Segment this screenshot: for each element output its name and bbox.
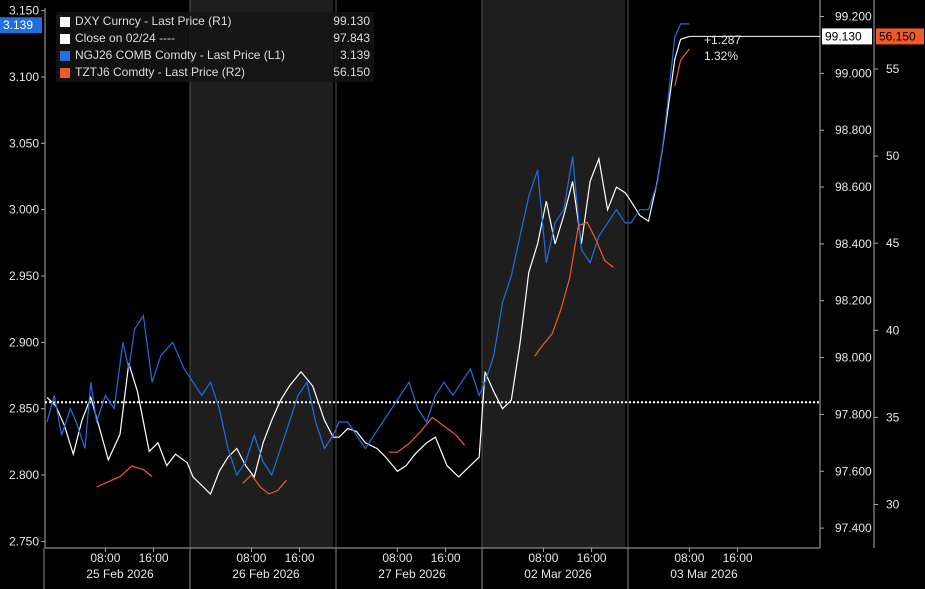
right1-axis-tick-label: 98.400 [835, 237, 872, 251]
x-axis-tick-label: 16:00 [139, 551, 169, 565]
dxy-last-badge: 99.130 [825, 29, 862, 43]
left-axis-tick-label: 2.850 [9, 402, 39, 416]
x-axis-tick-label: 08:00 [528, 551, 558, 565]
x-axis-tick-label: 16:00 [285, 551, 315, 565]
x-axis-day-label: 26 Feb 2026 [232, 567, 300, 581]
legend-swatch [60, 67, 70, 78]
tztj6-last-badge-bg [876, 28, 924, 45]
legend-label: TZTJ6 Comdty - Last Price (R2) [75, 65, 246, 79]
x-axis-tick-label: 08:00 [90, 551, 120, 565]
legend-entry-ngj26[interactable]: NGJ26 COMB Comdty - Last Price (L1) 3.13… [60, 47, 370, 64]
left-axis-tick-label: 2.750 [9, 534, 39, 548]
right1-axis-tick-label: 97.600 [835, 464, 872, 478]
x-axis-tick-label: 08:00 [674, 551, 704, 565]
legend-entry-tztj6[interactable]: TZTJ6 Comdty - Last Price (R2) 56.150 [60, 64, 370, 81]
right1-axis-tick-label: 98.000 [835, 351, 872, 365]
right1-axis-tick-label: 99.200 [835, 10, 872, 24]
legend-value: 97.843 [333, 31, 370, 45]
left-axis-tick-label: 2.900 [9, 335, 39, 349]
right2-axis-tick-label: 30 [886, 497, 900, 511]
x-axis-tick-label: 16:00 [723, 551, 753, 565]
left-axis-tick-label: 3.050 [9, 136, 39, 150]
right2-axis-tick-label: 40 [886, 323, 900, 337]
legend-value: 99.130 [333, 14, 370, 28]
right1-axis-tick-label: 98.600 [835, 180, 872, 194]
legend-swatch [60, 50, 70, 61]
right1-axis-tick-label: 97.800 [835, 407, 872, 421]
change-abs-label: +1.287 [704, 33, 741, 47]
x-axis-day-label: 02 Mar 2026 [524, 567, 592, 581]
x-axis-tick-label: 16:00 [431, 551, 461, 565]
left-axis-tick-label: 3.150 [9, 4, 39, 18]
series-line-0 [46, 35, 690, 496]
x-axis-tick-label: 16:00 [577, 551, 607, 565]
legend-swatch [60, 16, 70, 27]
left-axis-tick-label: 3.100 [9, 70, 39, 84]
session-shade-band [190, 0, 334, 548]
right2-axis-tick-label: 45 [886, 236, 900, 250]
legend-value: 56.150 [333, 65, 370, 79]
left-last-badge: 3.139 [3, 18, 33, 32]
legend-swatch [60, 33, 70, 44]
x-axis-day-label: 03 Mar 2026 [670, 567, 738, 581]
legend-value: 3.139 [339, 48, 370, 62]
left-axis-tick-label: 2.800 [9, 468, 39, 482]
dxy-last-badge-bg [822, 28, 872, 45]
left-axis-tick-label: 3.000 [9, 203, 39, 217]
legend-entry-dxy[interactable]: DXY Curncy - Last Price (R1) 99.130 [60, 13, 370, 30]
right2-axis-tick-label: 55 [886, 62, 900, 76]
change-pct-label: 1.32% [704, 49, 738, 63]
right1-axis-tick-label: 98.800 [835, 123, 872, 137]
right1-axis-tick-label: 97.400 [835, 521, 872, 535]
tztj6-last-badge: 56.150 [879, 29, 916, 43]
x-axis-day-label: 25 Feb 2026 [86, 567, 154, 581]
right1-axis-tick-label: 99.000 [835, 66, 872, 80]
right2-axis-tick-label: 35 [886, 410, 900, 424]
series-line-2 [96, 48, 690, 495]
legend-label: DXY Curncy - Last Price (R1) [75, 14, 232, 28]
legend-entry-close-line[interactable]: Close on 02/24 ---- 97.843 [60, 30, 370, 47]
x-axis-day-label: 27 Feb 2026 [378, 567, 446, 581]
session-shade-band [482, 0, 626, 548]
left-last-badge-bg [0, 17, 42, 34]
left-axis-tick-label: 2.950 [9, 269, 39, 283]
chart-legend: DXY Curncy - Last Price (R1) 99.130 Clos… [56, 12, 374, 82]
x-axis-tick-label: 08:00 [236, 551, 266, 565]
right2-axis-tick-label: 50 [886, 149, 900, 163]
series-line-1 [46, 23, 690, 477]
legend-label: Close on 02/24 ---- [75, 31, 176, 45]
right1-axis-tick-label: 98.200 [835, 294, 872, 308]
x-axis-tick-label: 08:00 [382, 551, 412, 565]
legend-label: NGJ26 COMB Comdty - Last Price (L1) [75, 48, 286, 62]
